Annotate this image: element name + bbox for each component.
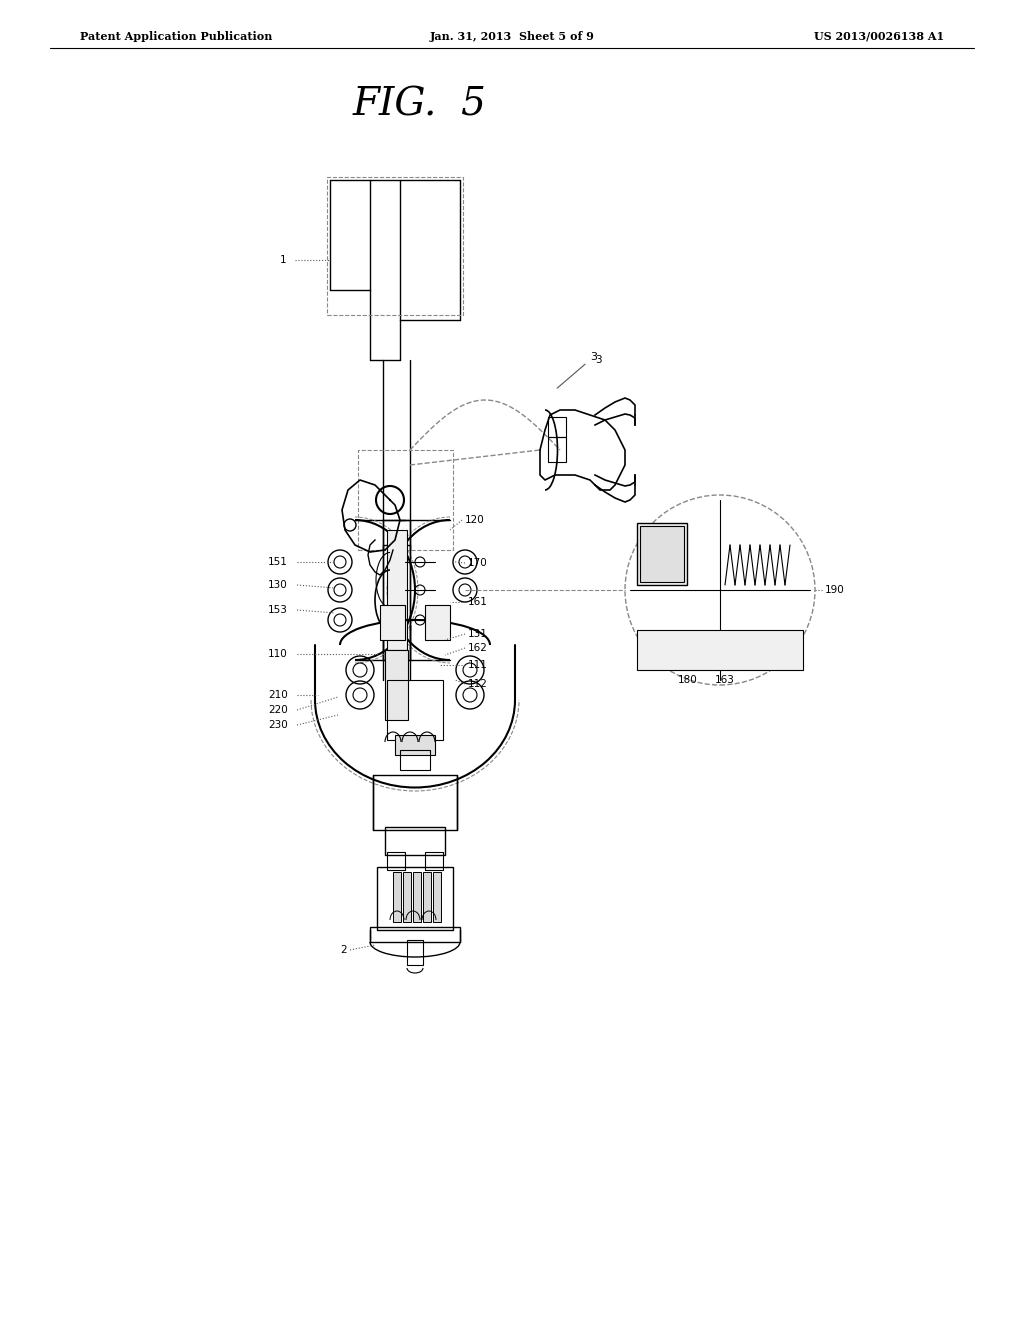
Bar <box>387 680 443 741</box>
Text: US 2013/0026138 A1: US 2013/0026138 A1 <box>814 30 944 41</box>
Bar <box>358 450 453 550</box>
Text: Jan. 31, 2013  Sheet 5 of 9: Jan. 31, 2013 Sheet 5 of 9 <box>429 30 595 41</box>
Text: 170: 170 <box>468 558 487 568</box>
Bar <box>385 649 408 719</box>
Text: 220: 220 <box>268 705 288 715</box>
Bar <box>380 605 406 640</box>
Text: 180: 180 <box>678 675 697 685</box>
Bar <box>423 873 431 921</box>
Bar <box>370 927 460 942</box>
Bar <box>637 523 687 585</box>
Bar <box>548 437 566 462</box>
Bar <box>385 828 445 855</box>
Bar <box>433 873 441 921</box>
Text: 151: 151 <box>268 557 288 568</box>
Text: 230: 230 <box>268 719 288 730</box>
Bar <box>637 630 803 671</box>
Bar <box>395 735 435 755</box>
Text: 110: 110 <box>268 649 288 659</box>
Bar <box>425 851 443 870</box>
Bar <box>393 873 401 921</box>
Text: 163: 163 <box>715 675 735 685</box>
Text: 111: 111 <box>468 660 487 671</box>
Bar <box>377 867 453 931</box>
Bar <box>387 851 406 870</box>
Bar <box>407 940 423 965</box>
Bar <box>413 873 421 921</box>
Text: 162: 162 <box>468 643 487 653</box>
Text: 131: 131 <box>468 630 487 639</box>
Text: 153: 153 <box>268 605 288 615</box>
Text: 3: 3 <box>595 355 602 366</box>
Text: 2: 2 <box>340 945 347 954</box>
Bar <box>548 417 566 437</box>
Text: 161: 161 <box>468 597 487 607</box>
Text: 130: 130 <box>268 579 288 590</box>
Bar <box>400 750 430 770</box>
Bar <box>387 531 407 649</box>
Bar <box>327 177 463 315</box>
Text: FIG.  5: FIG. 5 <box>353 87 487 124</box>
Bar <box>640 525 684 582</box>
Text: 3: 3 <box>557 352 597 388</box>
Bar <box>383 520 410 660</box>
Bar <box>425 605 450 640</box>
Bar <box>373 775 457 830</box>
Text: 1: 1 <box>280 255 287 265</box>
Text: 190: 190 <box>825 585 845 595</box>
Text: 120: 120 <box>465 515 484 525</box>
Text: 210: 210 <box>268 690 288 700</box>
Bar <box>403 873 411 921</box>
Text: 112: 112 <box>468 678 487 689</box>
Text: Patent Application Publication: Patent Application Publication <box>80 30 272 41</box>
